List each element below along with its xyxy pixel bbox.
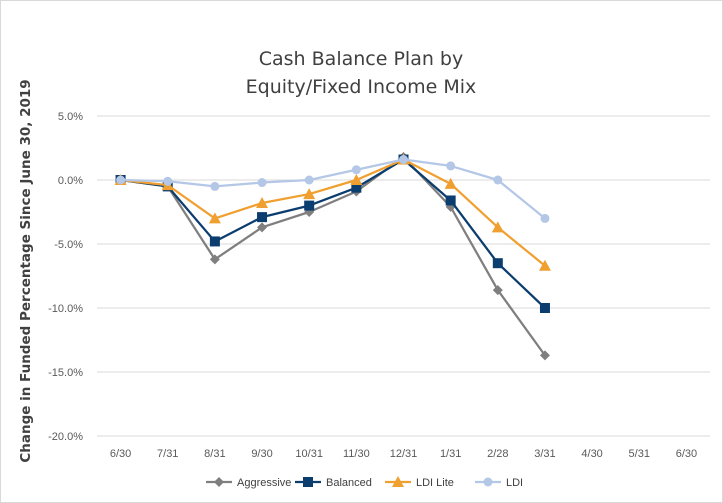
data-point-ldi-lite [256, 197, 269, 209]
y-tick-label: -15.0% [48, 367, 83, 379]
data-point-ldi [493, 175, 503, 185]
data-point-ldi [540, 213, 550, 223]
data-point-aggressive [539, 350, 550, 361]
data-point-ldi [446, 161, 456, 171]
legend-label-ldi-lite: LDI Lite [416, 477, 454, 489]
series-line-balanced [120, 158, 546, 309]
x-tick-label: 12/31 [390, 448, 418, 460]
data-point-ldi-lite [208, 212, 221, 224]
x-tick-label: 11/30 [343, 448, 370, 460]
legend-label-balanced: Balanced [326, 477, 372, 489]
legend-item-balanced: Balanced [295, 477, 372, 489]
series-aggressive [115, 151, 550, 361]
gridlines [97, 115, 710, 437]
series-balanced [115, 154, 550, 313]
chart-title-line-2: Equity/Fixed Income Mix [246, 76, 477, 98]
chart-title-line-1: Cash Balance Plan by [259, 48, 463, 70]
x-tick-label: 5/31 [629, 448, 650, 460]
y-tick-label: -20.0% [48, 431, 83, 443]
y-tick-label: 5.0% [58, 111, 83, 123]
x-tick-label: 9/30 [251, 448, 272, 460]
data-point-balanced [492, 258, 503, 269]
legend-marker-aggressive [214, 477, 224, 487]
x-axis-ticks: 6/30 7/31 8/31 9/30 10/31 11/30 12/31 1/31 2/28 3… [110, 448, 697, 460]
data-point-ldi [399, 155, 408, 165]
data-point-balanced [257, 212, 268, 223]
legend: Aggressive Balanced LDI Lite LDI [206, 476, 523, 489]
data-point-aggressive [492, 285, 503, 296]
y-tick-label: -10.0% [48, 303, 83, 315]
data-point-balanced [445, 195, 456, 206]
data-point-ldi [257, 178, 267, 188]
data-point-ldi [163, 176, 173, 186]
x-tick-label: 10/31 [295, 448, 323, 460]
data-point-ldi-lite [350, 174, 363, 185]
legend-item-ldi-lite: LDI Lite [385, 476, 454, 489]
data-point-ldi-lite [303, 188, 316, 200]
data-point-balanced [304, 200, 315, 211]
x-tick-label: 8/31 [204, 448, 225, 460]
y-tick-label: 0.0% [58, 175, 83, 187]
data-point-ldi [304, 175, 314, 185]
x-tick-label: 3/31 [534, 448, 555, 460]
x-tick-label: 4/30 [581, 448, 602, 460]
legend-marker-balanced [303, 477, 313, 487]
x-tick-label: 2/28 [487, 448, 508, 460]
legend-item-aggressive: Aggressive [206, 477, 291, 489]
data-point-ldi-lite [444, 177, 457, 189]
data-point-aggressive [257, 222, 268, 233]
legend-item-ldi: LDI [475, 477, 523, 489]
legend-marker-ldi-lite [392, 476, 404, 487]
data-point-ldi [210, 181, 220, 191]
data-point-balanced [351, 182, 362, 193]
y-axis-label: Change in Funded Percentage Since June 3… [18, 79, 34, 462]
data-point-ldi-lite [538, 259, 551, 271]
legend-label-ldi: LDI [506, 477, 523, 489]
x-tick-label: 6/30 [110, 448, 131, 460]
x-tick-label: 6/30 [676, 448, 697, 460]
series-line-aggressive [120, 155, 546, 357]
legend-marker-ldi [483, 477, 493, 487]
x-tick-label: 1/31 [440, 448, 461, 460]
x-tick-label: 7/31 [157, 448, 178, 460]
data-point-ldi-lite [491, 221, 504, 233]
series-line-ldi [120, 158, 546, 220]
series-ldi-lite [114, 153, 551, 271]
data-point-ldi [116, 175, 126, 185]
data-point-balanced [209, 236, 220, 247]
y-axis-ticks: 5.0% 0.0% -5.0% -10.0% -15.0% -20.0% [48, 111, 83, 443]
legend-label-aggressive: Aggressive [237, 477, 291, 489]
series-line-ldi-lite [120, 158, 546, 267]
data-point-ldi [351, 165, 361, 175]
y-tick-label: -5.0% [54, 239, 83, 251]
data-point-balanced [539, 303, 550, 313]
series-group [114, 151, 551, 361]
series-ldi [116, 155, 550, 223]
